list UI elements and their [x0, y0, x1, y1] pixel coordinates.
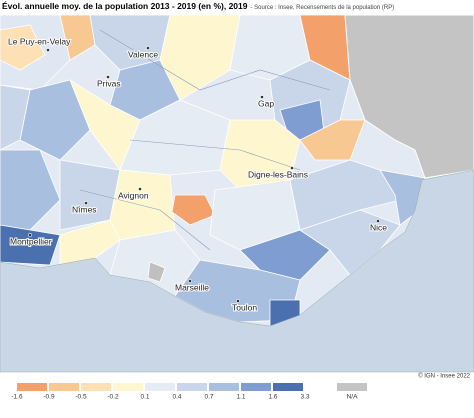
legend-label: 0.4	[172, 394, 181, 401]
city-label: Nice	[370, 222, 387, 232]
legend-swatch	[145, 383, 175, 391]
map-title: Évol. annuelle moy. de la population 201…	[2, 1, 248, 11]
legend-label: 1.6	[268, 394, 277, 401]
sea	[0, 169, 474, 373]
legend-swatch	[81, 383, 111, 391]
city-dot	[188, 279, 192, 283]
communes	[0, 14, 426, 327]
city-dot	[28, 233, 32, 237]
city-dot	[236, 299, 240, 303]
legend-swatch-na	[337, 383, 367, 391]
legend-label: -0.9	[43, 394, 55, 401]
legend-swatch	[273, 383, 303, 391]
city-dot	[260, 95, 264, 99]
map-source: - Source : Insee, Recensements de la pop…	[250, 5, 394, 11]
city-dot	[290, 166, 294, 170]
legend-swatch	[177, 383, 207, 391]
legend-label: -0.5	[75, 394, 87, 401]
city-label: Le Puy-en-Velay	[8, 36, 71, 46]
city-dot	[46, 48, 50, 52]
legend-label: 3.3	[300, 394, 309, 401]
city-dot	[106, 75, 110, 79]
city-label: Avignon	[118, 190, 149, 200]
city-label: Nîmes	[72, 204, 97, 214]
departement-borders	[79, 29, 331, 251]
legend-swatch	[209, 383, 239, 391]
city-dot	[146, 46, 150, 50]
city-label: Privas	[97, 78, 121, 88]
italy	[344, 14, 474, 179]
map-area	[0, 14, 474, 373]
city-label: Montpellier	[10, 236, 52, 246]
legend-swatch	[241, 383, 271, 391]
legend-label-na: N/A	[347, 394, 359, 401]
legend-label: 0.1	[140, 394, 149, 401]
legend-label: -0.2	[107, 394, 119, 401]
city-label: Valence	[128, 49, 158, 59]
city-label: Digne-les-Bains	[248, 169, 308, 179]
legend-swatch	[113, 383, 143, 391]
cities: Le Puy-en-Velay Valence Privas Gap Digne-les…	[7, 35, 388, 313]
map-heading: Évol. annuelle moy. de la population 201…	[2, 1, 394, 11]
legend-swatch	[49, 383, 79, 391]
legend-label: -1.6	[11, 394, 23, 401]
city-label: Marseille	[175, 282, 209, 292]
legend: -1.6 -0.9 -0.5 -0.2 0.1 0.4 0.7 1.1 1.6 3.3 N/A	[11, 383, 367, 401]
city-label: Gap	[258, 98, 274, 108]
legend-swatch	[17, 383, 47, 391]
city-dot	[376, 219, 380, 223]
legend-label: 1.1	[236, 394, 245, 401]
city-dot	[84, 201, 88, 205]
city-dot	[138, 187, 142, 191]
legend-label: 0.7	[204, 394, 213, 401]
city-label: Toulon	[232, 302, 257, 312]
credit: © IGN - Insee 2022	[418, 373, 470, 380]
